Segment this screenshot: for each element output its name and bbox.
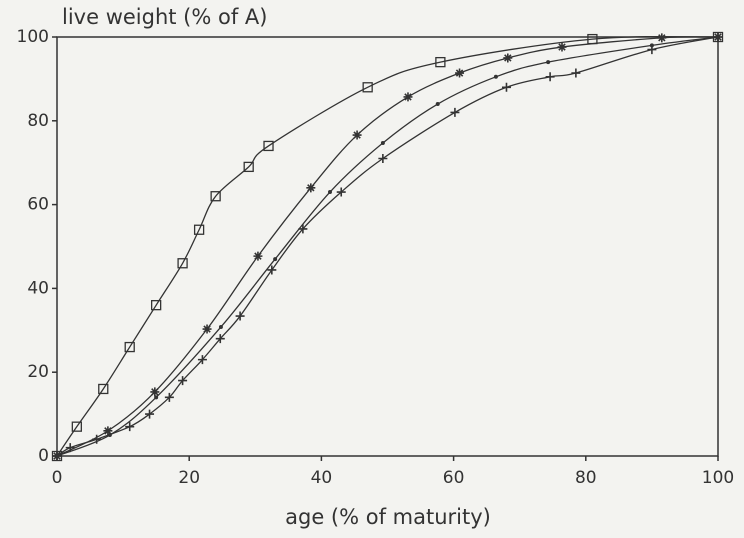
marker — [362, 82, 373, 93]
marker — [150, 300, 162, 311]
plot-frame — [56, 36, 719, 457]
x-tick-label: 60 — [443, 468, 465, 488]
marker — [164, 392, 174, 402]
marker — [193, 224, 205, 235]
y-tick-label: 80 — [27, 111, 49, 131]
series-line — [56, 35, 719, 457]
x-tick-label: 40 — [311, 468, 333, 488]
marker — [243, 161, 254, 173]
marker — [92, 434, 102, 444]
marker — [218, 324, 223, 329]
y-tick-label: 40 — [27, 278, 49, 298]
marker — [435, 102, 440, 107]
y-tick-label: 0 — [38, 446, 49, 466]
marker — [450, 107, 460, 117]
marker — [150, 387, 160, 397]
marker — [306, 183, 316, 193]
marker — [197, 355, 207, 365]
marker — [501, 82, 511, 92]
marker — [177, 258, 188, 269]
marker — [202, 324, 212, 334]
marker — [298, 224, 308, 234]
x-tick-label: 0 — [52, 468, 63, 488]
marker — [52, 451, 62, 461]
marker — [263, 140, 274, 152]
x-tick-label: 100 — [702, 468, 734, 488]
marker — [378, 154, 388, 164]
marker — [103, 426, 113, 436]
marker — [545, 72, 555, 82]
x-tick-label: 20 — [178, 468, 200, 488]
marker — [253, 251, 263, 261]
marker — [657, 33, 667, 43]
marker — [546, 60, 551, 65]
marker — [145, 409, 155, 419]
marker — [273, 257, 278, 262]
marker — [435, 56, 446, 68]
marker — [98, 383, 109, 395]
marker — [125, 422, 135, 432]
marker — [124, 341, 135, 353]
marker — [403, 92, 413, 102]
marker — [647, 45, 657, 55]
marker — [380, 141, 385, 146]
marker — [178, 376, 188, 386]
marker — [571, 68, 581, 78]
marker — [235, 311, 245, 321]
y-tick-label: 20 — [27, 362, 49, 382]
marker — [210, 191, 221, 202]
marker — [713, 32, 723, 42]
marker — [71, 421, 82, 432]
marker — [336, 187, 346, 197]
y-axis-label: live weight (% of A) — [62, 5, 267, 29]
marker — [65, 443, 75, 453]
marker — [327, 190, 332, 195]
marker — [503, 53, 513, 63]
marker — [557, 42, 567, 52]
marker — [267, 265, 277, 275]
marker — [154, 395, 159, 400]
y-tick-label: 100 — [17, 27, 49, 47]
marker — [352, 130, 362, 140]
marker — [493, 74, 498, 79]
marker — [455, 68, 465, 78]
y-tick-label: 60 — [27, 195, 49, 215]
marker — [215, 334, 225, 344]
x-tick-label: 80 — [575, 468, 597, 488]
x-axis-label: age (% of maturity) — [285, 505, 491, 529]
